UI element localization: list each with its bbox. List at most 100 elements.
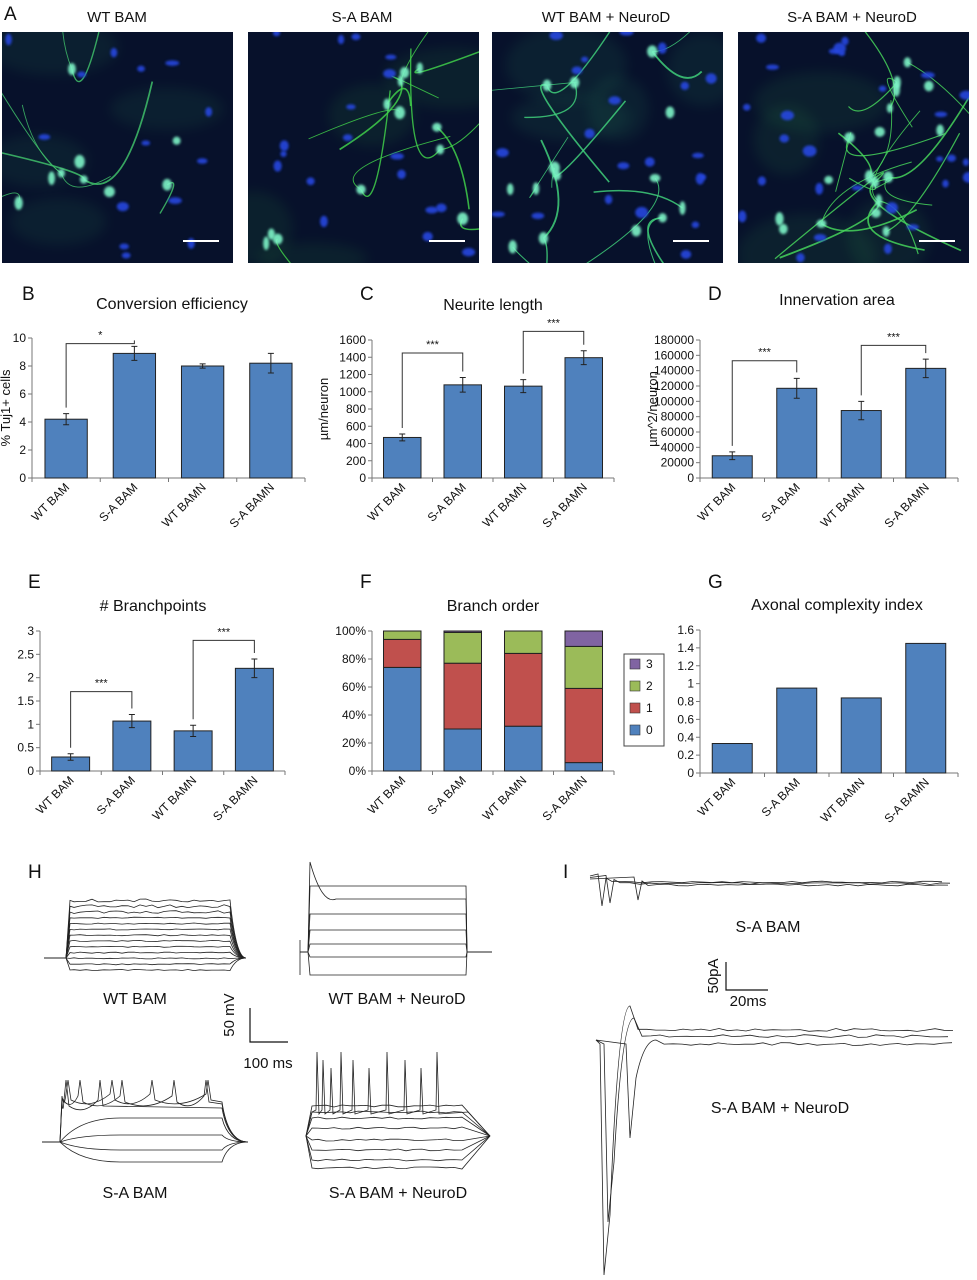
significance-label: ***	[95, 678, 109, 690]
voltage-trace	[300, 951, 492, 958]
y-tick-label: 160000	[654, 348, 694, 362]
error-bar	[520, 379, 527, 394]
chart-b: B Conversion efficiency 0 2 4 6 8 10 WT BAM S-A B…	[0, 284, 306, 531]
bar	[564, 357, 604, 479]
y-tick-label: 1400	[339, 350, 366, 364]
significance-bracket	[401, 352, 464, 429]
x-tick-label: WT BAMN	[818, 775, 868, 825]
current-trace	[589, 876, 949, 901]
micrograph-2	[248, 32, 479, 263]
voltage-trace	[42, 1134, 249, 1143]
bar-segment	[564, 687, 604, 764]
bar-segment	[443, 728, 483, 772]
image-title-s-a-bam-neurod: S-A BAM + NeuroD	[787, 9, 917, 26]
y-tick-label: 0	[359, 471, 366, 485]
legend-label: 3	[646, 657, 653, 671]
x-tick-label: WT BAM	[29, 480, 73, 524]
bar-segment	[564, 762, 604, 772]
error-bar	[729, 451, 736, 461]
trace-label-wt-bam: WT BAM	[103, 991, 167, 1008]
panel-letter: C	[360, 284, 374, 305]
y-tick-label: 20000	[661, 456, 695, 470]
voltage-trace	[44, 951, 247, 959]
voltage-trace	[44, 939, 247, 959]
y-tick-label: 1200	[339, 368, 366, 382]
voltage-trace	[42, 1079, 249, 1143]
y-tick-label: 0.5	[17, 741, 34, 755]
y-tick-label: 0.6	[677, 712, 694, 726]
voltage-trace	[305, 1135, 491, 1152]
y-tick-label: 2	[19, 443, 26, 457]
y-tick-label: 800	[346, 402, 366, 416]
bar-segment	[443, 662, 483, 730]
significance-label: *	[98, 330, 103, 342]
y-tick-label: 80000	[661, 410, 695, 424]
y-tick-label: 1	[27, 717, 34, 731]
bar-segment	[503, 630, 543, 654]
bar-segment	[443, 630, 483, 633]
y-tick-label: 6	[19, 387, 26, 401]
chart-e: E # Branchpoints 0 0.5 1 1.5 2 2.5 3 WT BAM S-A BA…	[17, 572, 286, 824]
bar	[711, 743, 753, 774]
legend-swatch	[629, 658, 641, 670]
significance-label: ***	[547, 317, 561, 329]
x-tick-label: S-A BAMN	[539, 480, 589, 530]
voltage-trace	[300, 885, 492, 953]
error-bar	[190, 724, 197, 737]
trace-label-wt-bam-neurod: WT BAM + NeuroD	[328, 991, 465, 1008]
trace-label-i-s-a-bam: S-A BAM	[736, 919, 801, 936]
x-tick-label: S-A BAMN	[227, 480, 277, 530]
panel-letter-i: I	[563, 862, 568, 883]
voltage-trace	[42, 1141, 249, 1163]
legend-swatch	[629, 702, 641, 714]
voltage-trace	[44, 957, 247, 972]
voltage-trace	[300, 943, 492, 953]
panel-i: I S-A BAM S-A BAM + NeuroD 50pA 20ms	[563, 862, 954, 1276]
bar	[776, 687, 818, 774]
current-trace	[595, 1005, 954, 1276]
chart-title: Neurite length	[443, 297, 543, 314]
y-axis-label: µm/neuron	[316, 378, 331, 440]
voltage-trace	[44, 910, 247, 959]
micrograph-4	[738, 32, 969, 263]
panel-a: A WT BAM S-A BAM WT BAM + NeuroD S-A BAM…	[2, 4, 969, 263]
image-title-wt-bam: WT BAM	[87, 9, 147, 26]
legend-label: 0	[646, 723, 653, 737]
trace-label-s-a-bam-neurod: S-A BAM + NeuroD	[329, 1185, 467, 1202]
voltage-trace	[44, 957, 247, 960]
x-tick-label: WT BAMN	[159, 480, 209, 530]
x-tick-label: WT BAM	[365, 480, 409, 524]
error-bar	[267, 352, 274, 374]
y-tick-label: 0	[27, 764, 34, 778]
bar-segment	[382, 666, 422, 772]
y-tick-label: 1600	[339, 333, 366, 347]
x-tick-label: S-A BAM	[94, 773, 138, 817]
x-tick-label: WT BAMN	[480, 773, 530, 823]
significance-label: ***	[758, 347, 772, 359]
panel-letter-a: A	[4, 4, 17, 25]
legend-swatch	[629, 724, 641, 736]
y-tick-label: 3	[27, 624, 34, 638]
y-tick-label: 40000	[661, 440, 695, 454]
panel-letter: G	[708, 572, 723, 593]
micrograph-3	[492, 32, 723, 263]
traces-s-a-bam	[42, 1079, 249, 1163]
x-tick-label: WT BAM	[695, 480, 739, 524]
bar	[112, 352, 157, 479]
error-bar	[63, 413, 70, 426]
bar	[44, 418, 88, 479]
voltage-trace	[44, 916, 247, 959]
voltage-trace	[44, 922, 247, 959]
voltage-trace	[44, 898, 247, 959]
voltage-trace	[300, 913, 492, 953]
error-bar	[67, 753, 74, 761]
y-tick-label: 1	[687, 677, 694, 691]
error-bar	[793, 377, 800, 399]
x-tick-label: S-A BAMN	[881, 775, 931, 825]
voltage-trace	[305, 1104, 491, 1137]
y-tick-label: 60000	[661, 425, 695, 439]
significance-label: ***	[887, 331, 901, 343]
bar	[173, 730, 213, 772]
y-tick-label: 180000	[654, 333, 694, 347]
